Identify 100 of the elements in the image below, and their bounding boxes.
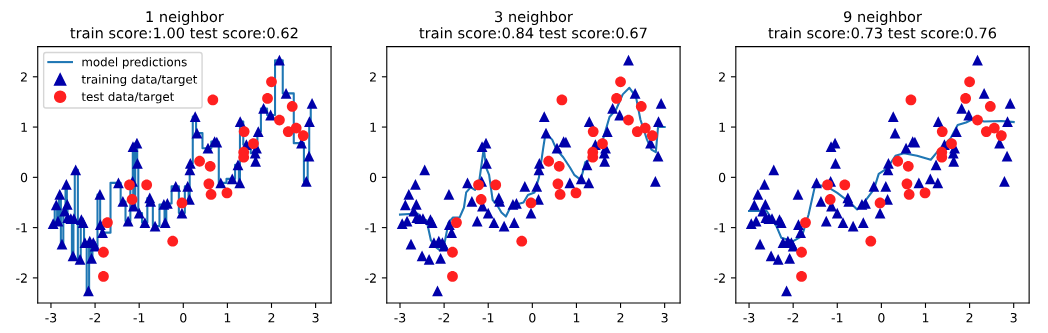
point — [266, 76, 277, 88]
x-tick-label: -3 — [743, 312, 755, 323]
point — [800, 217, 811, 228]
point — [451, 217, 462, 228]
point — [516, 235, 528, 247]
point — [903, 189, 915, 200]
point — [102, 217, 113, 228]
point — [611, 93, 622, 104]
point — [822, 179, 833, 191]
point — [556, 94, 568, 106]
x-tick-label: 3 — [661, 312, 668, 323]
point — [543, 155, 555, 167]
point — [475, 194, 487, 205]
point — [98, 246, 109, 258]
point — [919, 187, 931, 199]
point — [262, 93, 273, 104]
legend-label: test data/target — [81, 91, 175, 104]
point — [936, 126, 948, 137]
point — [623, 114, 634, 126]
y-tick-label: 2 — [20, 72, 27, 82]
point — [552, 178, 564, 190]
point — [447, 246, 458, 258]
x-tick-label: 1 — [922, 313, 929, 323]
point — [635, 101, 647, 112]
point — [587, 126, 599, 137]
chart-title: 9 neighbor train score:0.73 test score:0.76 — [768, 10, 997, 39]
point — [796, 271, 807, 282]
point — [839, 179, 851, 191]
point — [988, 122, 1000, 134]
point — [204, 160, 216, 172]
x-tick-label: -1 — [133, 313, 145, 323]
x-tick-label: -3 — [394, 312, 406, 323]
x-tick-label: 3 — [312, 312, 319, 323]
point — [205, 189, 217, 200]
x-tick-label: 1 — [224, 313, 231, 323]
point — [902, 160, 914, 172]
x-tick-label: -3 — [45, 312, 57, 323]
point — [238, 126, 250, 137]
point — [972, 114, 983, 126]
point — [554, 189, 566, 200]
point — [203, 178, 215, 190]
point — [286, 101, 298, 112]
point — [297, 130, 309, 141]
point — [207, 94, 219, 106]
y-tick-label: 1 — [719, 122, 725, 132]
line-series — [398, 86, 666, 252]
point — [865, 235, 877, 247]
x-tick-label: 2 — [617, 312, 624, 323]
x-tick-label: 1 — [573, 313, 580, 323]
point — [167, 235, 179, 247]
point — [995, 130, 1007, 141]
y-tick-label: -2 — [714, 273, 725, 283]
chart-title: 1 neighbor train score:1.00 test score:0.62 — [70, 10, 298, 39]
y-tick-label: 1 — [370, 122, 376, 132]
point — [473, 179, 484, 191]
point — [176, 197, 188, 209]
y-tick-label: 1 — [21, 122, 27, 132]
point — [597, 138, 608, 150]
legend-label: model predictions — [82, 57, 187, 69]
point — [796, 246, 807, 258]
x-tick-label: 2 — [966, 312, 973, 323]
y-tick-label: -1 — [16, 223, 27, 233]
x-tick-label: -1 — [482, 313, 494, 323]
y-tick-label: -1 — [365, 223, 376, 233]
point — [570, 187, 582, 199]
y-tick-label: 0 — [718, 172, 726, 183]
y-tick-label: 0 — [20, 172, 28, 183]
point — [447, 271, 458, 282]
point — [984, 101, 996, 112]
x-tick-label: -2 — [89, 312, 101, 323]
point — [615, 76, 626, 88]
x-tick-label: 0 — [180, 312, 187, 323]
point — [946, 138, 957, 150]
y-tick-label: -1 — [714, 223, 725, 233]
point — [221, 187, 233, 199]
point — [892, 155, 904, 167]
legend-label: training data/target — [81, 74, 198, 86]
point — [141, 179, 153, 191]
x-tick-label: 0 — [529, 312, 536, 323]
point — [126, 194, 138, 205]
point — [124, 179, 135, 191]
x-tick-label: -2 — [438, 312, 450, 323]
y-tick-label: 2 — [719, 72, 725, 82]
point — [98, 271, 109, 282]
point — [639, 122, 651, 134]
point — [901, 178, 913, 190]
point — [874, 197, 886, 209]
x-tick-label: 3 — [1010, 312, 1017, 323]
x-tick-label: 0 — [878, 312, 885, 323]
y-tick-label: 2 — [370, 72, 376, 82]
chart-title: 3 neighbor train score:0.84 test score:0.67 — [419, 10, 647, 39]
x-tick-label: 2 — [268, 312, 275, 323]
y-tick-label: 0 — [369, 172, 377, 183]
point — [490, 179, 502, 191]
point — [960, 93, 971, 104]
y-tick-label: -2 — [365, 273, 376, 283]
point — [824, 194, 836, 205]
x-tick-label: -2 — [787, 312, 799, 323]
point — [964, 76, 975, 88]
x-tick-label: -1 — [831, 313, 843, 323]
